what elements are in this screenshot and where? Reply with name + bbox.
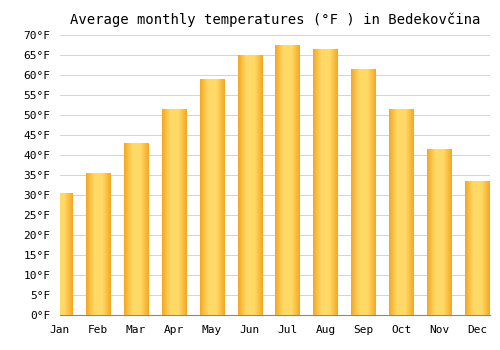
Bar — [48, 193, 72, 315]
Bar — [200, 79, 224, 315]
Bar — [124, 143, 148, 315]
Bar — [276, 45, 300, 315]
Bar — [238, 55, 262, 315]
Bar — [314, 49, 338, 315]
Bar — [162, 109, 186, 315]
Bar — [390, 109, 414, 315]
Bar — [428, 149, 452, 315]
Title: Average monthly temperatures (°F ) in Bedekovčina: Average monthly temperatures (°F ) in Be… — [70, 12, 480, 27]
Bar — [352, 69, 376, 315]
Bar — [86, 173, 110, 315]
Bar — [466, 181, 490, 315]
